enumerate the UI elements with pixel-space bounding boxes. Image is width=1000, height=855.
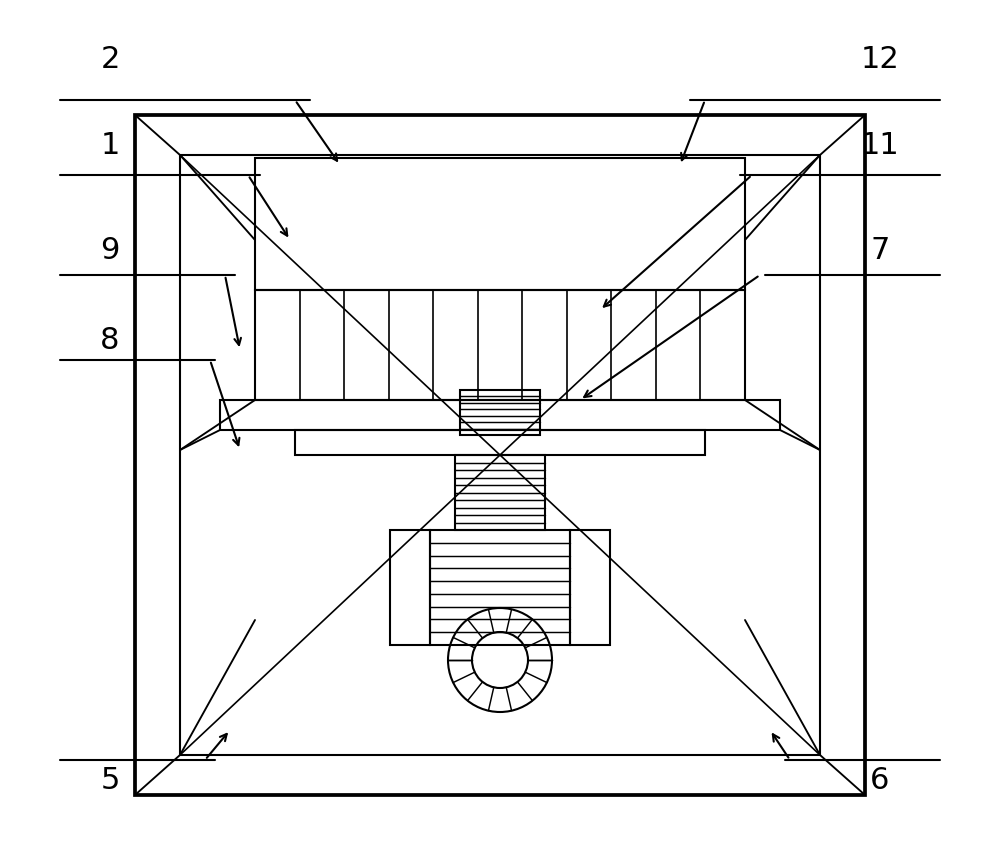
Bar xyxy=(570,530,610,645)
Bar xyxy=(220,400,780,430)
Text: 1: 1 xyxy=(100,131,120,160)
Bar xyxy=(455,455,545,530)
Bar xyxy=(460,390,540,435)
Bar xyxy=(180,155,820,755)
Text: 5: 5 xyxy=(100,765,120,794)
Text: 12: 12 xyxy=(861,45,899,74)
Bar xyxy=(295,430,705,455)
Bar xyxy=(135,115,865,795)
Text: 11: 11 xyxy=(861,131,899,160)
Bar xyxy=(255,158,745,290)
Text: 6: 6 xyxy=(870,765,890,794)
Text: 8: 8 xyxy=(100,326,120,355)
Bar xyxy=(390,530,430,645)
Text: 9: 9 xyxy=(100,235,120,264)
Bar xyxy=(430,530,570,645)
Text: 7: 7 xyxy=(870,235,890,264)
Text: 2: 2 xyxy=(100,45,120,74)
Bar xyxy=(255,290,745,400)
